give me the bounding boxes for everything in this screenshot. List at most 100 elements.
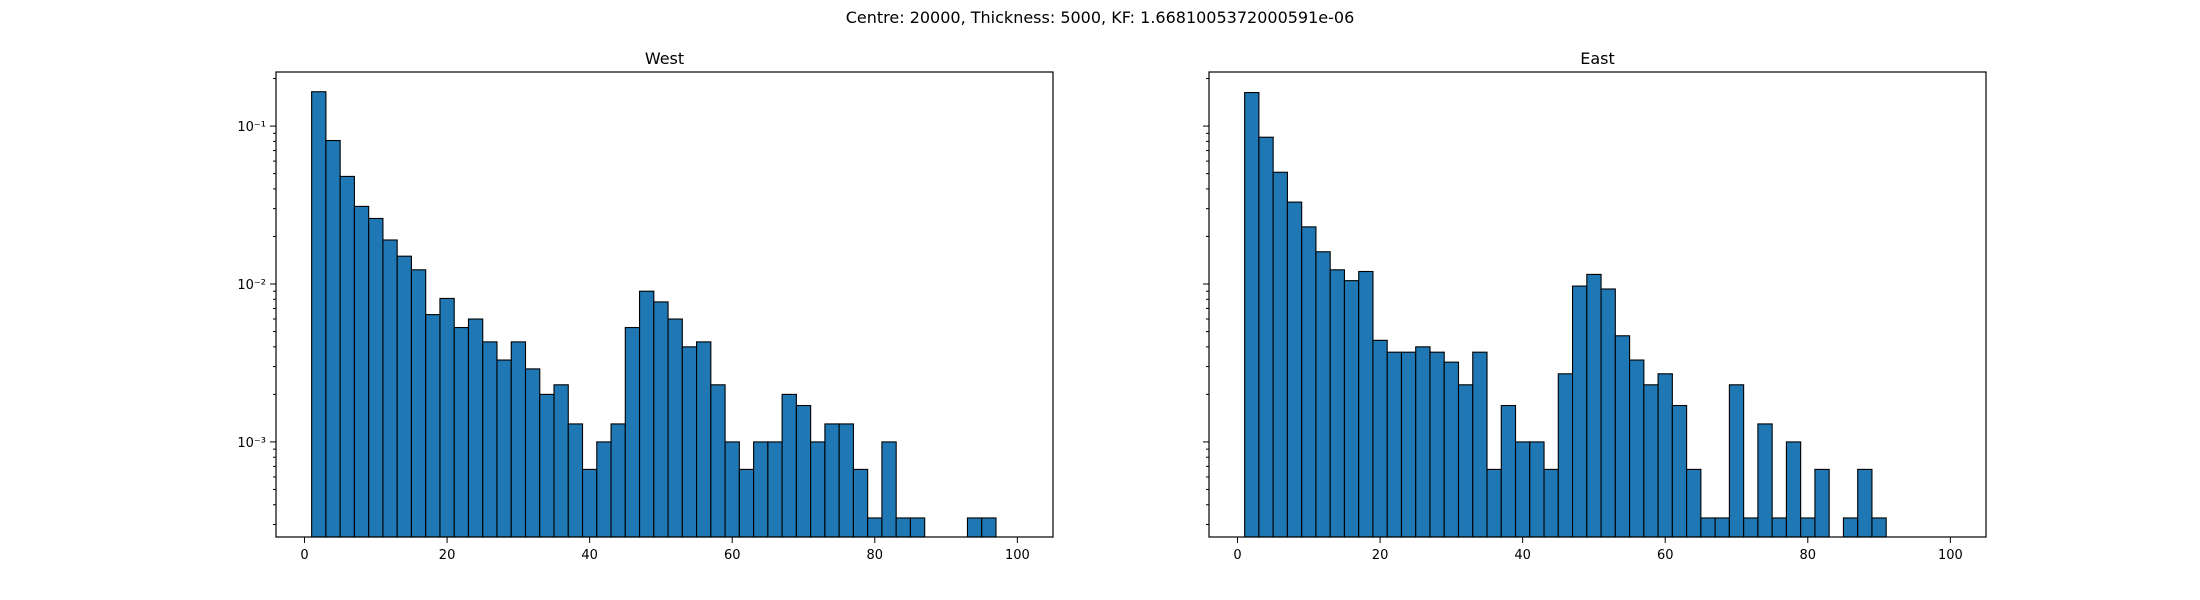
panel-title: East — [1580, 49, 1615, 68]
histogram-bar — [482, 341, 498, 538]
histogram-bar — [439, 297, 455, 538]
histogram-bar — [895, 517, 911, 538]
histogram-bar — [1343, 280, 1360, 538]
x-tick-label: 20 — [439, 548, 456, 563]
histogram-bar — [1472, 351, 1488, 538]
histogram-bar — [1514, 441, 1531, 538]
histogram-bar — [1415, 346, 1431, 538]
histogram-bar — [653, 301, 669, 538]
x-tick-label: 40 — [1514, 548, 1531, 563]
histogram-bar — [1686, 468, 1702, 538]
histogram-bar — [1372, 339, 1388, 538]
x-tick-label: 60 — [724, 548, 741, 563]
histogram-bar — [467, 318, 484, 538]
histogram-bar — [1728, 384, 1745, 538]
histogram-bar — [638, 290, 655, 538]
histogram-bar — [1572, 285, 1588, 538]
histogram-bar — [453, 326, 470, 538]
histogram-bar — [1329, 269, 1345, 538]
histogram-bar — [610, 423, 626, 538]
histogram-bar — [1614, 335, 1631, 538]
y-tick-label: 10⁻¹ — [237, 120, 266, 135]
histogram-bar — [1557, 373, 1574, 538]
histogram-bar — [311, 91, 327, 538]
histogram-bar — [852, 468, 869, 538]
x-tick-label: 40 — [581, 548, 598, 563]
x-tick-label: 80 — [867, 548, 884, 563]
histogram-bar — [1814, 468, 1830, 538]
histogram-bar — [753, 441, 769, 538]
histogram-bar — [1643, 384, 1659, 538]
histogram-bar — [738, 468, 755, 538]
histogram-bar — [867, 517, 883, 538]
histogram-bar — [1600, 288, 1616, 538]
histogram-bar — [368, 217, 384, 538]
histogram-bar — [1315, 251, 1331, 538]
histogram-bar — [1586, 273, 1602, 538]
histogram-bar — [1857, 468, 1873, 538]
x-tick-label: 80 — [1800, 548, 1817, 563]
histogram-bar — [1771, 517, 1787, 538]
histogram-bar — [667, 318, 683, 538]
histogram-bar — [410, 269, 427, 538]
x-tick-label: 60 — [1657, 548, 1674, 563]
histogram-bar — [1757, 423, 1773, 538]
histogram-bar — [1500, 404, 1517, 538]
histogram-bar — [1258, 136, 1274, 538]
histogram-bar — [1671, 404, 1688, 538]
histogram-bar — [553, 384, 569, 538]
histogram-bar — [810, 441, 826, 538]
x-tick-label: 100 — [1938, 548, 1963, 563]
histogram-bar — [325, 139, 341, 538]
histogram-bar — [981, 517, 997, 538]
histogram-bar — [425, 314, 441, 538]
histogram-bar — [767, 441, 783, 538]
panel-west: West 0 20 40 60 80 100 10⁻¹ 10⁻² 10⁻³ — [237, 49, 1054, 563]
histogram-bar — [1657, 373, 1673, 538]
histogram-bar — [567, 423, 584, 538]
histogram-bar — [339, 175, 355, 538]
histogram-bar — [1301, 226, 1317, 538]
histogram-bar — [353, 205, 370, 538]
histogram-bar — [624, 326, 641, 538]
x-tick-label: 0 — [300, 548, 308, 563]
histogram-bar — [1800, 517, 1816, 538]
histogram-bar — [909, 517, 926, 538]
histogram-bar — [1286, 201, 1303, 538]
histogram-bar — [1429, 351, 1445, 538]
histogram-bar — [496, 359, 512, 538]
histogram-bar — [1743, 517, 1759, 538]
histogram-bar — [1785, 441, 1802, 538]
histogram-bar — [539, 393, 555, 538]
histogram-bar — [1386, 351, 1403, 538]
histogram-bar — [1443, 361, 1460, 538]
histogram-bar — [1486, 468, 1502, 538]
histogram-bar — [1400, 351, 1417, 538]
y-tick-label: 10⁻² — [237, 278, 266, 293]
histogram-bar — [696, 341, 712, 538]
histogram-bar — [824, 423, 840, 538]
histogram-bar — [1457, 384, 1474, 538]
plot-frame — [275, 71, 1054, 538]
histogram-bar — [1700, 517, 1716, 538]
histogram-bar — [781, 393, 797, 538]
histogram-bar — [795, 404, 812, 538]
histogram-bar — [881, 441, 897, 538]
panel-title: West — [645, 49, 684, 68]
figure-title: Centre: 20000, Thickness: 5000, KF: 1.66… — [845, 8, 1355, 27]
x-tick-label: 100 — [1005, 548, 1030, 563]
histogram-bar — [524, 368, 541, 538]
histogram-bar — [681, 346, 698, 538]
histogram-bar — [596, 441, 612, 538]
plot-frame — [1208, 71, 1987, 538]
histogram-bar — [1871, 517, 1887, 538]
histogram-bar — [838, 423, 854, 538]
histogram-bar — [1842, 517, 1859, 538]
histogram-bar — [396, 255, 412, 538]
histogram-bar — [1358, 270, 1374, 538]
histogram-bar — [710, 384, 726, 538]
histogram-bar — [1244, 92, 1260, 538]
x-tick-label: 20 — [1372, 548, 1389, 563]
histogram-bar — [1272, 171, 1288, 538]
